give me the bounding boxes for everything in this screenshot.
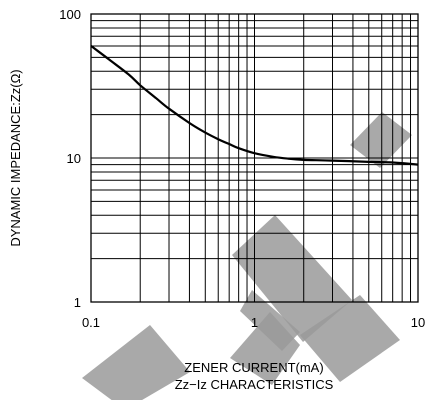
y-tick-labels: 1 10 100 <box>59 7 81 310</box>
chart-caption: Zz−Iz CHARACTERISTICS <box>175 377 334 392</box>
x-tick-label: 10 <box>411 315 425 330</box>
y-tick-label: 100 <box>59 7 81 22</box>
x-axis-label: ZENER CURRENT(mA) <box>184 360 323 375</box>
x-tick-label: 1 <box>251 315 258 330</box>
y-axis-label: DYNAMIC IMPEDANCE:Zz(Ω) <box>8 69 23 246</box>
y-tick-label: 10 <box>67 151 81 166</box>
y-tick-label: 1 <box>74 295 81 310</box>
x-tick-label: 0.1 <box>82 315 100 330</box>
grid <box>91 14 418 302</box>
